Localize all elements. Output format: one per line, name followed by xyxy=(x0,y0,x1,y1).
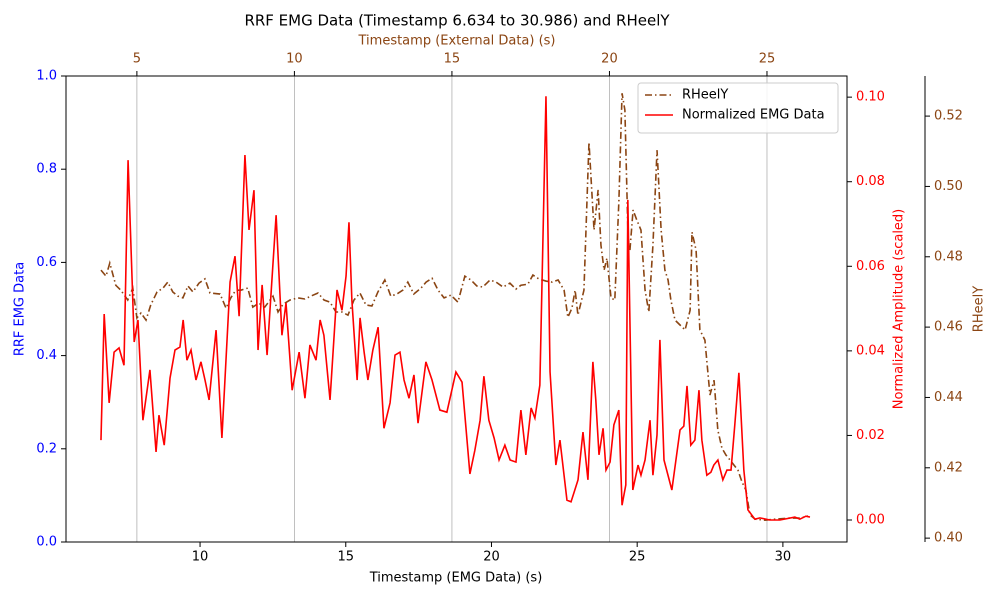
y-axis-label: RRF EMG Data xyxy=(13,262,28,356)
legend-label: RHeelY xyxy=(682,88,728,103)
y2-tick-label: 0.00 xyxy=(856,513,885,528)
y2-tick-label: 0.06 xyxy=(856,259,885,274)
y3-tick-label: 0.52 xyxy=(934,109,963,124)
chart-title: RRF EMG Data (Timestamp 6.634 to 30.986)… xyxy=(244,12,670,30)
y2-tick-label: 0.02 xyxy=(856,428,885,443)
y-tick-label: 0.2 xyxy=(36,441,57,456)
y-tick-label: 1.0 xyxy=(36,69,57,84)
y2-tick-label: 0.10 xyxy=(856,90,885,105)
x-tick-label: 20 xyxy=(483,550,500,565)
y3-tick-label: 0.44 xyxy=(934,390,963,405)
y3-tick-label: 0.42 xyxy=(934,460,963,475)
x-tick-label: 15 xyxy=(337,550,354,565)
y3-tick-label: 0.48 xyxy=(934,249,963,264)
data-line xyxy=(100,93,809,521)
x2-tick-label: 10 xyxy=(286,52,303,67)
legend-box xyxy=(637,82,839,134)
y-tick-label: 0.8 xyxy=(36,162,57,177)
x-tick-label: 10 xyxy=(192,550,209,565)
plot-frame xyxy=(65,75,848,543)
x-tick-label: 25 xyxy=(629,550,646,565)
x2-tick-label: 25 xyxy=(759,52,776,67)
y3-axis-label: RHeelY xyxy=(972,286,987,332)
x-axis-label: Timestamp (EMG Data) (s) xyxy=(369,571,543,586)
y2-axis-label: Normalized Amplitude (scaled) xyxy=(892,209,907,410)
y3-tick-label: 0.50 xyxy=(934,179,963,194)
y-tick-label: 0.4 xyxy=(36,348,57,363)
x2-tick-label: 20 xyxy=(601,52,618,67)
y2-tick-label: 0.08 xyxy=(856,174,885,189)
x2-tick-label: 15 xyxy=(444,52,461,67)
x-tick-label: 30 xyxy=(775,550,792,565)
legend-label: Normalized EMG Data xyxy=(682,108,825,123)
data-line xyxy=(100,96,811,521)
x2-tick-label: 5 xyxy=(133,52,141,67)
y3-tick-label: 0.40 xyxy=(934,531,963,546)
x2-axis-label: Timestamp (External Data) (s) xyxy=(358,34,556,49)
y-tick-label: 0.0 xyxy=(36,535,57,550)
y3-tick-label: 0.46 xyxy=(934,320,963,335)
y2-tick-label: 0.04 xyxy=(856,343,885,358)
y-tick-label: 0.6 xyxy=(36,255,57,270)
